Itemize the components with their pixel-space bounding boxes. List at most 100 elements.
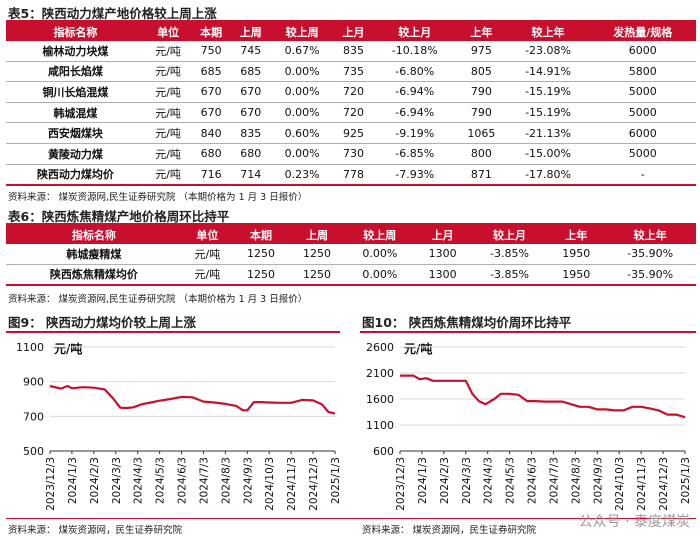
col-header: 上周 bbox=[230, 22, 271, 41]
cell: 778 bbox=[333, 164, 374, 187]
x-tick-label: 2024/3/3 bbox=[461, 457, 473, 504]
x-tick-label: 2024/3/3 bbox=[111, 457, 123, 504]
y-unit-label: 元/吨 bbox=[404, 341, 432, 356]
col-header: 指标名称 bbox=[6, 225, 182, 244]
cell: 685 bbox=[230, 61, 271, 83]
fig10-chart: 元/吨 600 1100 1600 2100 2600 2023/12/3 2024/1/3 2… bbox=[366, 341, 692, 511]
col-header: 较上年 bbox=[506, 22, 590, 41]
y-unit-label: 元/吨 bbox=[54, 341, 82, 356]
cell: 0.00% bbox=[344, 264, 415, 287]
row-name: 西安烟煤块 bbox=[6, 122, 145, 144]
cell: 805 bbox=[456, 61, 507, 83]
col-header: 较上周 bbox=[270, 22, 334, 41]
x-tick-label: 2024/10/3 bbox=[614, 457, 626, 511]
cell: - bbox=[589, 164, 696, 187]
table6-caption: 表6：陕西炼焦精煤产地价格周环比持平 bbox=[8, 209, 230, 224]
x-tick-label: 2024/6/3 bbox=[527, 457, 539, 504]
cell: 元/吨 bbox=[181, 244, 234, 265]
fig10-title: 图10： 陕西炼焦精煤均价周环比持平 bbox=[362, 315, 572, 330]
cell: 720 bbox=[333, 102, 374, 124]
x-tick-label: 2024/9/3 bbox=[592, 457, 604, 504]
cell: 925 bbox=[333, 122, 374, 144]
cell: 6000 bbox=[589, 122, 696, 144]
cell: 0.23% bbox=[270, 164, 334, 187]
fig9-chart: 元/吨 500 700 900 1100 2023/12/3 2024/1/3 2024/2/… bbox=[16, 341, 342, 511]
cell: 1300 bbox=[414, 244, 471, 265]
x-tick-label: 2024/4/3 bbox=[483, 457, 495, 504]
fig10-title-rule bbox=[360, 331, 696, 333]
col-header: 本期 bbox=[191, 22, 231, 41]
cell: -21.13% bbox=[506, 122, 590, 144]
cell: 750 bbox=[191, 41, 231, 62]
cell: 0.00% bbox=[344, 244, 415, 265]
cell: 0.00% bbox=[270, 102, 334, 124]
cell: -14.91% bbox=[506, 61, 590, 83]
col-header: 上周 bbox=[289, 225, 345, 244]
cell: 680 bbox=[230, 143, 271, 165]
bottom-rule bbox=[6, 518, 696, 519]
x-tick-label: 2025/1/3 bbox=[680, 457, 692, 504]
row-name: 韩城瘦精煤 bbox=[6, 244, 182, 265]
cell: 0.00% bbox=[270, 61, 334, 83]
cell: 1950 bbox=[548, 264, 605, 287]
x-tick-label: 2024/5/3 bbox=[155, 457, 167, 504]
x-tick-label: 2024/2/3 bbox=[439, 457, 451, 504]
x-tick-label: 2024/8/3 bbox=[220, 457, 232, 504]
col-header: 较上年 bbox=[604, 225, 696, 244]
cell: 5800 bbox=[589, 61, 696, 83]
x-tick-label: 2024/7/3 bbox=[548, 457, 560, 504]
cell: 716 bbox=[191, 164, 231, 187]
cell: 730 bbox=[333, 143, 374, 165]
cell: -3.85% bbox=[470, 244, 549, 265]
x-tick-label: 2024/12/3 bbox=[658, 457, 670, 511]
cell: 735 bbox=[333, 61, 374, 83]
row-name: 黄陵动力煤 bbox=[6, 143, 145, 165]
watermark: 公众号 · 泰度煤炭 bbox=[578, 514, 690, 530]
x-tick-label: 2024/11/3 bbox=[286, 457, 298, 511]
table-row: 陕西动力煤均价 元/吨 716 714 0.23% 778 -7.93% 871 -17.80%… bbox=[6, 164, 696, 187]
y-tick-label: 2100 bbox=[366, 367, 394, 380]
cell: -15.19% bbox=[506, 102, 590, 124]
col-header: 上月 bbox=[333, 22, 374, 41]
x-tick-label: 2024/10/3 bbox=[264, 457, 276, 511]
cell: 5000 bbox=[589, 143, 696, 165]
col-header: 发热量/规格 bbox=[589, 22, 696, 41]
cell: 670 bbox=[230, 81, 271, 103]
table-row: 韩城混煤 元/吨 670 670 0.00% 720 -6.94% 790 -15.19% 500… bbox=[6, 102, 696, 124]
row-name: 陕西炼焦精煤均价 bbox=[6, 264, 182, 287]
cell: 840 bbox=[191, 122, 231, 144]
fig10-source: 资料来源： 煤炭资源网，民生证券研究院 bbox=[362, 525, 537, 536]
y-tick-label: 500 bbox=[23, 445, 44, 458]
x-tick-label: 2024/1/3 bbox=[67, 457, 79, 504]
x-tick-label: 2024/2/3 bbox=[89, 457, 101, 504]
cell: -6.94% bbox=[373, 81, 457, 103]
cell: 835 bbox=[230, 122, 271, 144]
cell: 800 bbox=[456, 143, 507, 165]
table-row: 铜川长焰混煤 元/吨 670 670 0.00% 720 -6.94% 790 -15.19% 5… bbox=[6, 81, 696, 103]
cell: -35.90% bbox=[604, 264, 696, 287]
x-tick-label: 2024/4/3 bbox=[133, 457, 145, 504]
x-tick-label: 2023/12/3 bbox=[45, 457, 57, 511]
cell: -10.18% bbox=[373, 41, 457, 62]
y-tick-label: 1100 bbox=[366, 419, 394, 432]
table-row: 陕西炼焦精煤均价 元/吨 1250 1250 0.00% 1300 -3.85% 1950 -3… bbox=[6, 264, 696, 287]
table-row: 西安烟煤块 元/吨 840 835 0.60% 925 -9.19% 1065 -21.13% 6… bbox=[6, 122, 696, 144]
row-name: 韩城混煤 bbox=[6, 102, 145, 124]
y-tick-label: 1600 bbox=[366, 393, 394, 406]
x-tick-label: 2024/5/3 bbox=[505, 457, 517, 504]
table-row: 咸阳长焰煤 元/吨 685 685 0.00% 735 -6.80% 805 -14.91% 58… bbox=[6, 61, 696, 83]
table6-source: 资料来源： 煤炭资源网,民生证券研究院 （本期价格为 1 月 3 日报价） bbox=[8, 294, 308, 305]
cell: 720 bbox=[333, 81, 374, 103]
col-header: 上年 bbox=[456, 22, 507, 41]
cell: -6.94% bbox=[373, 102, 457, 124]
cell: 975 bbox=[456, 41, 507, 62]
cell: 元/吨 bbox=[144, 102, 192, 124]
x-tick-label: 2024/7/3 bbox=[198, 457, 210, 504]
cell: -23.08% bbox=[506, 41, 590, 62]
cell: 0.67% bbox=[270, 41, 334, 62]
cell: -9.19% bbox=[373, 122, 457, 144]
cell: -15.00% bbox=[506, 143, 590, 165]
y-tick-label: 1100 bbox=[16, 341, 44, 354]
row-name: 陕西动力煤均价 bbox=[6, 164, 145, 187]
table-row: 榆林动力块煤 元/吨 750 745 0.67% 835 -10.18% 975 -23.08%… bbox=[6, 41, 696, 62]
